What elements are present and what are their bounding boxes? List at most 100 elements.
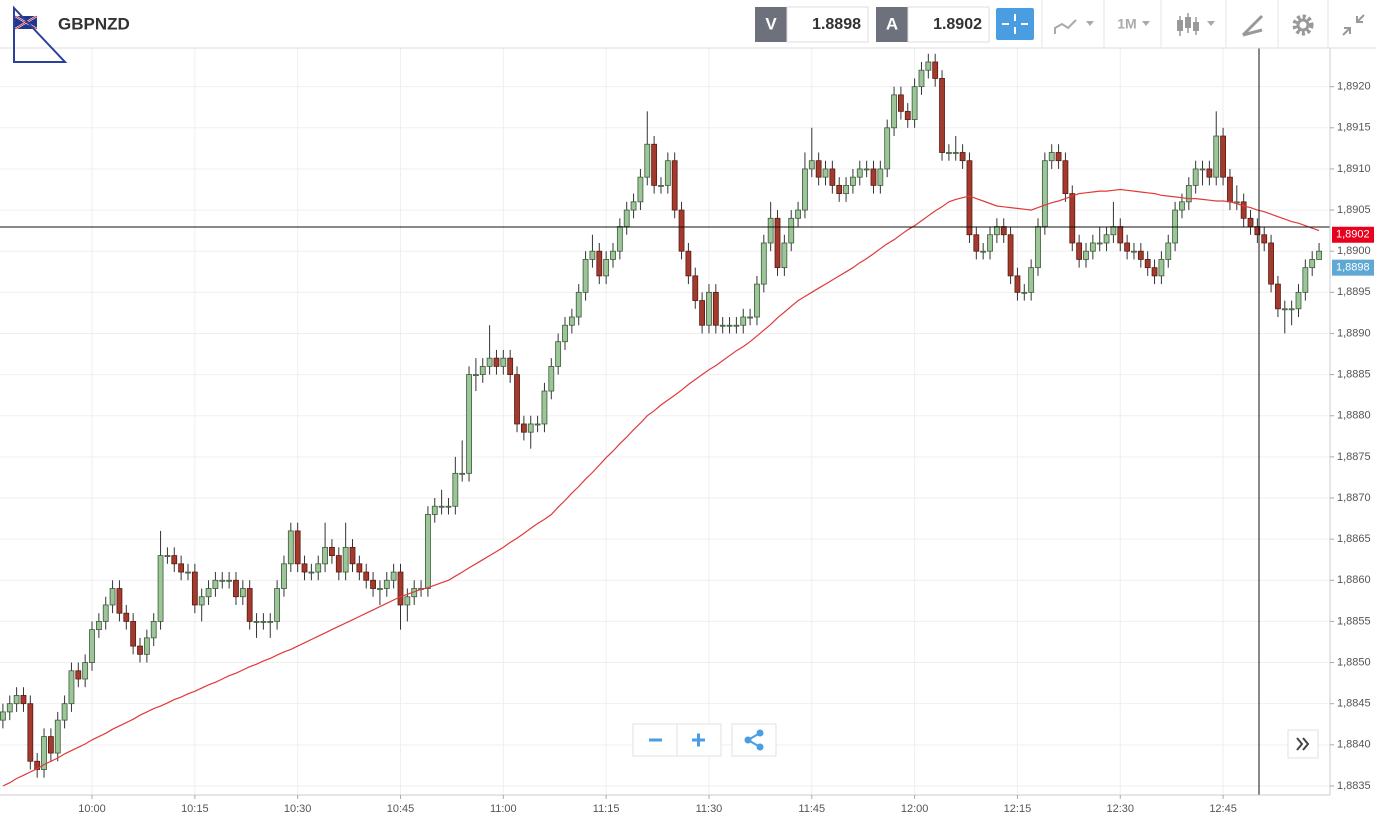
y-tick-label: 1,8865	[1337, 533, 1371, 545]
interval-button[interactable]: 1M	[1117, 16, 1136, 32]
candle-body	[1295, 291, 1302, 310]
y-tick-label: 1,8860	[1337, 574, 1371, 586]
bid-box[interactable]	[786, 6, 869, 43]
candle-body	[157, 555, 164, 622]
chevron-icon	[1296, 737, 1310, 751]
candle-body	[1288, 308, 1295, 311]
candle-body	[301, 563, 308, 573]
share-button-box[interactable]	[731, 723, 777, 757]
candle-body	[610, 250, 616, 260]
candle-body	[527, 423, 534, 433]
candle-body	[1103, 234, 1110, 244]
x-tick-label: 10:15	[181, 803, 209, 815]
candle-body	[486, 357, 493, 367]
candle-body	[322, 546, 328, 565]
y-tick-label: 1,8915	[1337, 122, 1371, 134]
ask-box[interactable]	[907, 6, 990, 43]
x-tick-label: 11:30	[696, 803, 723, 815]
candle-body	[603, 259, 610, 277]
candle-body	[246, 588, 253, 622]
candle-body	[754, 283, 760, 318]
candle-body	[109, 588, 116, 606]
candle-body	[13, 695, 20, 705]
candle-body	[212, 579, 219, 589]
candle-body	[41, 736, 47, 770]
candle-body	[1055, 152, 1062, 162]
candle-body	[397, 571, 404, 606]
settings-icon[interactable]	[1292, 14, 1314, 36]
candle-body	[664, 160, 671, 186]
candle-body	[6, 703, 13, 713]
candle-body	[1131, 250, 1137, 253]
candle-body	[500, 357, 507, 367]
candle-body	[178, 563, 185, 573]
candle-body	[1309, 259, 1316, 269]
candle-body	[891, 94, 897, 129]
candle-body	[685, 250, 692, 277]
candle-body	[1227, 176, 1233, 203]
candle-body	[185, 571, 191, 574]
chart-type-icon[interactable]	[1054, 19, 1077, 34]
candle-body	[719, 324, 726, 327]
candle-body	[137, 645, 143, 655]
candle-body	[1048, 152, 1055, 162]
draw-tool-icon[interactable]	[1241, 14, 1264, 37]
candle-body	[623, 209, 630, 227]
candle-body	[1151, 267, 1158, 277]
dropdown-caret	[1086, 21, 1094, 26]
y-tick-label: 1,8900	[1337, 245, 1371, 257]
candle-body	[47, 736, 54, 754]
candle-body	[1220, 135, 1226, 178]
candle-body	[973, 234, 980, 252]
zoom-in-button[interactable]	[692, 733, 705, 747]
y-tick-label: 1,8835	[1337, 780, 1371, 792]
crosshair-button[interactable]	[996, 8, 1034, 40]
candle-body	[130, 621, 137, 647]
candle-body	[1021, 291, 1028, 294]
bid-tag-box[interactable]	[755, 7, 787, 42]
candle-body	[335, 555, 342, 573]
candle-body	[767, 217, 774, 244]
candle-body	[329, 546, 335, 556]
candle-body	[507, 357, 514, 376]
candle-body	[1281, 308, 1288, 311]
candle-body	[822, 168, 829, 178]
candle-body	[294, 530, 301, 565]
candle-body	[863, 168, 870, 171]
candle-body	[1268, 242, 1274, 285]
candle-body	[1083, 250, 1089, 260]
candle-body	[1014, 275, 1021, 293]
collapse-icon[interactable]	[1342, 14, 1365, 36]
candle-body	[1179, 201, 1185, 211]
candle-body	[219, 579, 226, 582]
ask-price: 1.8902	[933, 16, 982, 33]
y-tick-label: 1,8850	[1337, 656, 1371, 668]
candle-body	[726, 324, 733, 327]
candle-body	[267, 621, 274, 623]
candle-body	[438, 505, 445, 508]
price-label: 1,8898	[1336, 262, 1370, 274]
candle-body	[61, 703, 68, 721]
price-label-box	[1332, 226, 1374, 243]
share-icon-dot	[744, 736, 752, 744]
candle-body	[143, 637, 150, 655]
candle-body	[308, 571, 315, 574]
x-tick-label: 11:00	[490, 803, 517, 815]
candle-body	[1144, 259, 1151, 269]
y-tick-label: 1,8885	[1337, 369, 1371, 381]
candle-body	[75, 670, 82, 680]
candle-body	[596, 250, 603, 277]
candle-body	[555, 341, 562, 367]
header-bar	[0, 0, 1376, 48]
candle-body	[1261, 234, 1268, 244]
candle-body	[959, 152, 966, 162]
y-tick-label: 1,8840	[1337, 739, 1371, 751]
candle-body	[699, 300, 706, 326]
y-tick-label: 1,8910	[1337, 163, 1371, 175]
candle-body	[1275, 283, 1281, 310]
candle-body	[233, 579, 239, 598]
candle-body	[760, 242, 767, 285]
ask-tag-box[interactable]	[876, 7, 908, 42]
candle-body	[95, 621, 102, 631]
